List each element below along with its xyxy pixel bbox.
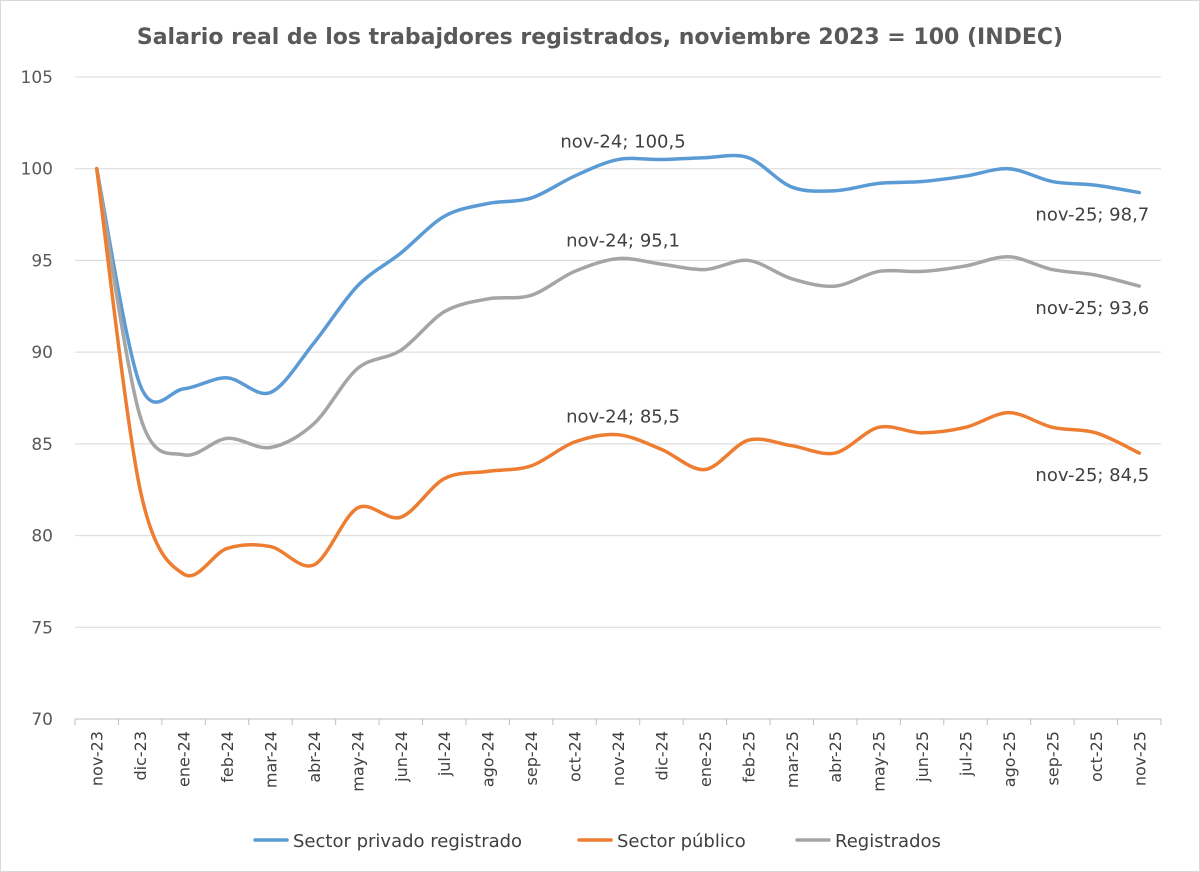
legend-label: Sector público (617, 831, 746, 852)
data-labels: nov-24; 100,5 nov-25; 98,7 nov-24; 95,1 nov… (560, 132, 1149, 486)
y-tick-label-105: 105 (21, 68, 53, 88)
x-tick-label-oct-25: oct-25 (1087, 731, 1106, 782)
x-tick-label-ene-25: ene-25 (696, 731, 715, 787)
data-label: nov-25; 98,7 (1035, 205, 1149, 226)
y-tick-label-85: 85 (31, 435, 53, 455)
x-tick-label-dic-24: dic-24 (652, 731, 671, 781)
x-tick-label-jul-24: jul-24 (435, 731, 454, 777)
x-tick-label-nov-23: nov-23 (88, 731, 107, 786)
series-line-sector-p-blico (94, 166, 1142, 578)
data-label: nov-24; 95,1 (566, 231, 680, 252)
gridlines (75, 76, 1161, 720)
y-tick-label-95: 95 (31, 251, 53, 271)
x-tick-label-feb-25: feb-25 (739, 731, 758, 783)
data-label: nov-24; 85,5 (566, 407, 680, 428)
y-axis-ticks: 70 75 80 85 90 95 100 105 (21, 68, 53, 730)
data-label: nov-25; 84,5 (1035, 465, 1149, 486)
y-tick-label-90: 90 (31, 343, 53, 363)
x-tick-label-nov-24: nov-24 (609, 731, 628, 786)
x-tick-label-mar-24: mar-24 (261, 731, 280, 788)
legend: Sector privado registrado Sector público R… (253, 831, 941, 852)
x-tick-label-dic-23: dic-23 (131, 731, 150, 781)
x-tick-label-oct-24: oct-24 (566, 731, 585, 782)
legend-label: Registrados (835, 831, 941, 852)
x-tick-label-ago-25: ago-25 (1000, 731, 1019, 787)
y-tick-label-70: 70 (31, 710, 53, 730)
x-tick-label-jun-25: jun-25 (913, 731, 932, 783)
y-tick-label-80: 80 (31, 527, 53, 547)
x-axis-ticks: nov-23 dic-23 ene-24 feb-24 mar-24 abr-24 may-… (74, 719, 1162, 792)
x-tick-label-abr-25: abr-25 (826, 731, 845, 783)
series-line-registrados (94, 166, 1142, 457)
x-tick-label-sep-24: sep-24 (522, 731, 541, 785)
series-lines (94, 153, 1142, 578)
x-tick-label-feb-24: feb-24 (218, 731, 237, 783)
x-tick-label-sep-25: sep-25 (1043, 731, 1062, 785)
data-label: nov-25; 93,6 (1035, 298, 1149, 319)
x-tick-label-jun-24: jun-24 (392, 731, 411, 783)
x-tick-label-abr-24: abr-24 (305, 731, 324, 783)
y-tick-label-100: 100 (21, 160, 53, 180)
y-tick-label-75: 75 (31, 618, 53, 638)
legend-label: Sector privado registrado (293, 831, 522, 852)
x-tick-label-mar-25: mar-25 (783, 731, 802, 788)
x-tick-label-ene-24: ene-24 (175, 731, 194, 787)
x-tick-label-may-24: may-24 (348, 731, 367, 792)
x-tick-label-jul-25: jul-25 (957, 731, 976, 777)
chart-title: Salario real de los trabajdores registra… (137, 25, 1063, 50)
data-label: nov-24; 100,5 (560, 132, 685, 153)
x-tick-label-ago-24: ago-24 (479, 731, 498, 787)
x-tick-label-may-25: may-25 (870, 731, 889, 792)
x-tick-label-nov-25: nov-25 (1130, 731, 1149, 786)
series-line-sector-privado-registrado (94, 153, 1142, 404)
